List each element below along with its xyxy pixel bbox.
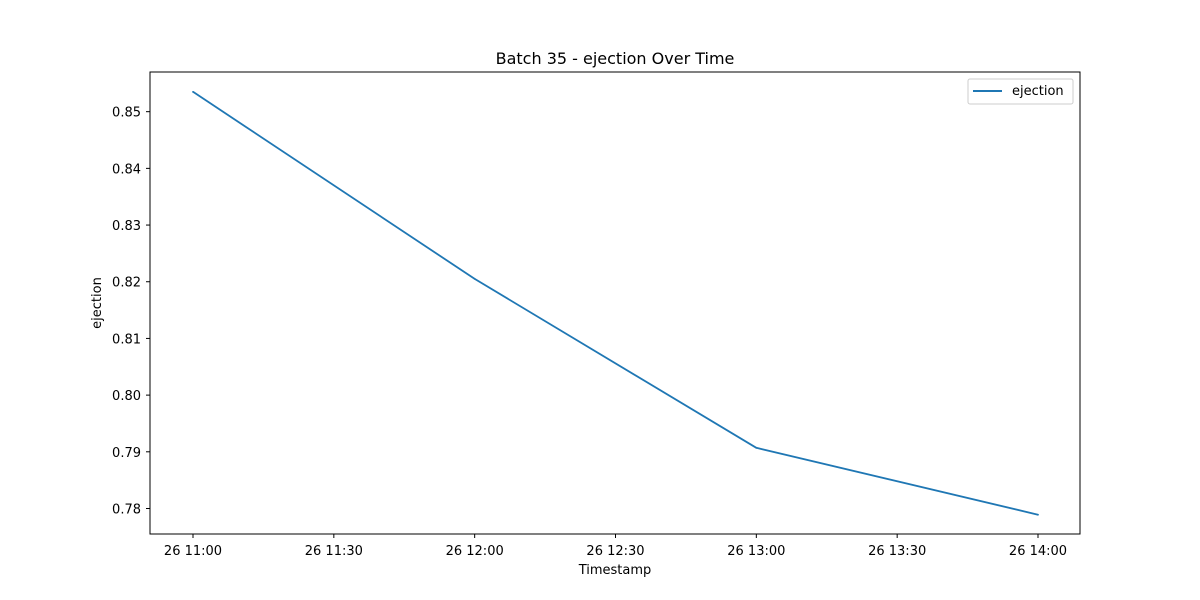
x-tick-label: 26 11:30 [305, 544, 363, 559]
x-tick-label: 26 13:00 [727, 544, 785, 559]
data-point-ejection [755, 446, 758, 449]
data-point-ejection [192, 90, 194, 93]
y-tick-label: 0.79 [112, 446, 141, 461]
y-tick-label: 0.85 [112, 106, 141, 121]
y-axis-ticks: 0.78 0.79 0.80 0.81 0.82 0.83 0.84 0.85 [112, 106, 150, 517]
y-tick-label: 0.80 [112, 389, 141, 404]
chart-title: Batch 35 - ejection Over Time [496, 49, 735, 68]
y-tick-label: 0.84 [112, 162, 141, 177]
data-point-ejection [473, 278, 476, 280]
series-layer [192, 90, 1039, 516]
y-tick-label: 0.81 [112, 332, 141, 347]
x-axis-ticks: 26 11:00 26 11:30 26 12:00 26 12:30 26 13:00… [164, 534, 1067, 559]
series-line-ejection [192, 91, 1039, 516]
legend-label-ejection: ejection [1012, 84, 1064, 99]
x-tick-label: 26 14:00 [1009, 544, 1067, 559]
plot-area-frame [149, 71, 1081, 535]
x-axis-label: Timestamp [578, 563, 652, 578]
x-tick-label: 26 13:30 [868, 544, 926, 559]
legend-box [967, 78, 1074, 105]
data-point-ejection [1037, 513, 1039, 516]
y-tick-label: 0.83 [112, 219, 141, 234]
x-tick-label: 26 12:00 [446, 544, 504, 559]
y-tick-label: 0.78 [112, 502, 141, 517]
y-tick-label: 0.82 [112, 276, 141, 291]
legend: ejection [967, 78, 1074, 105]
y-axis-label: ejection [90, 277, 105, 329]
x-tick-label: 26 12:30 [586, 544, 644, 559]
x-tick-label: 26 11:00 [164, 544, 222, 559]
